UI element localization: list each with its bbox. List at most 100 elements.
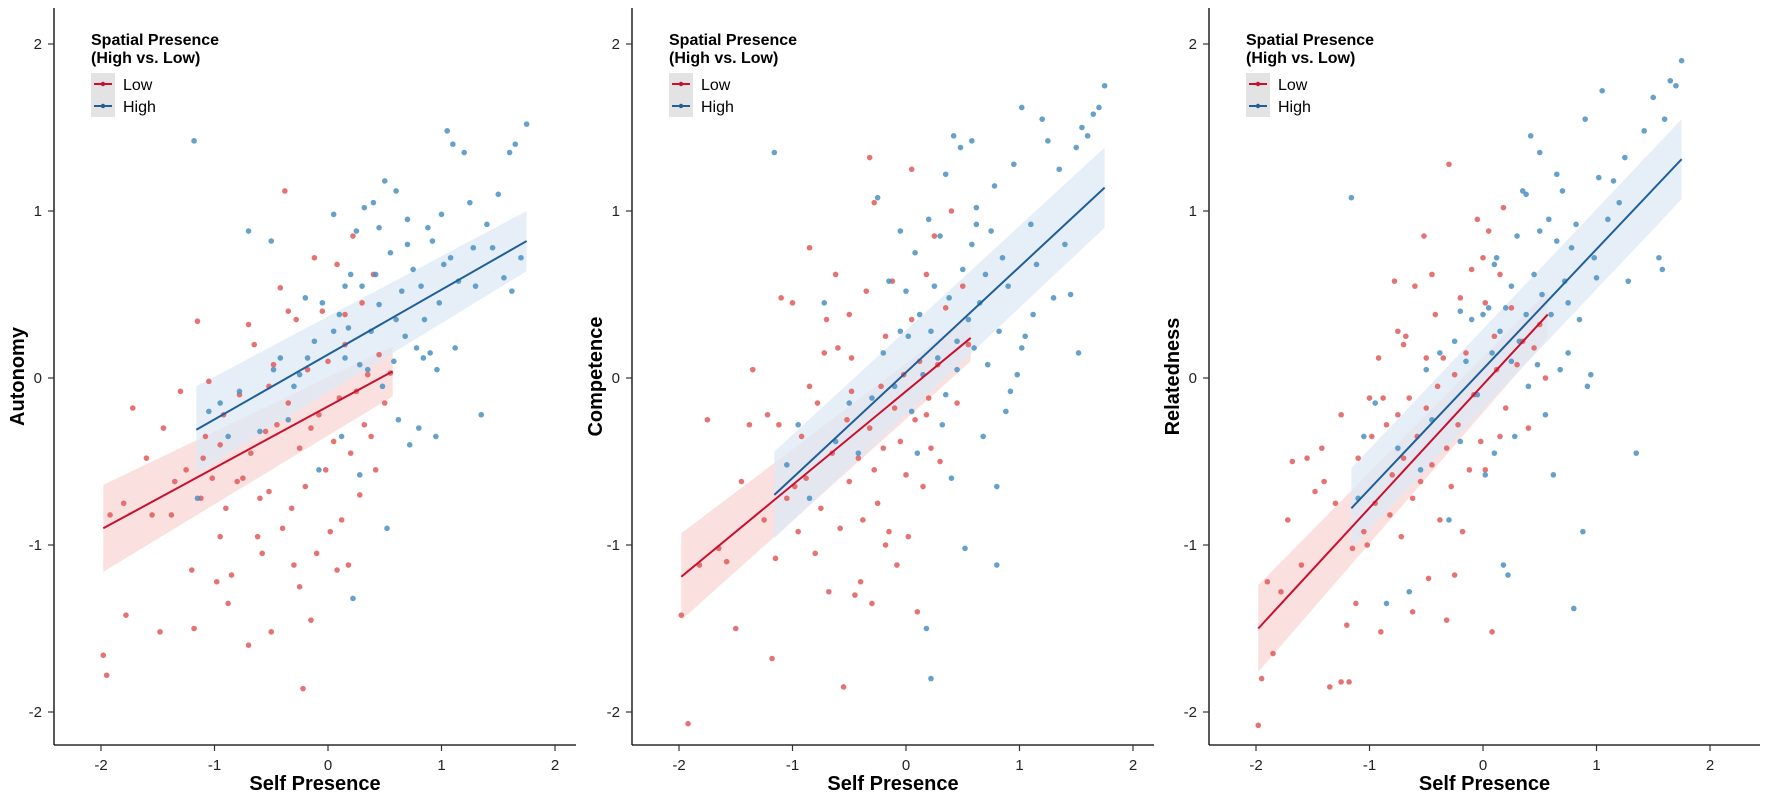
- data-point-high: [1505, 572, 1511, 578]
- x-axis-title: Self Presence: [827, 773, 958, 795]
- data-point-low: [1525, 425, 1532, 431]
- data-point-low: [285, 308, 292, 315]
- data-point-low: [1437, 517, 1443, 523]
- y-axis-title: Competence: [585, 316, 607, 436]
- y-tick-label: -2: [607, 704, 620, 721]
- data-point-high: [206, 408, 212, 415]
- data-point-low: [886, 528, 892, 535]
- data-point-high: [245, 228, 252, 234]
- data-point-low: [149, 512, 155, 518]
- data-point-high: [270, 366, 277, 373]
- x-tick-label: -2: [1249, 757, 1262, 774]
- data-point-high: [1673, 82, 1679, 89]
- data-point-high: [1534, 361, 1541, 368]
- data-point-high: [1090, 111, 1097, 117]
- data-point-low: [1366, 395, 1373, 401]
- data-point-low: [1412, 283, 1418, 289]
- data-point-low: [959, 283, 966, 289]
- data-point-high: [501, 275, 507, 281]
- data-point-low: [1451, 371, 1458, 378]
- data-point-high: [771, 149, 778, 156]
- data-point-high: [291, 383, 297, 390]
- data-point-high: [353, 228, 360, 234]
- data-point-high: [330, 211, 337, 218]
- y-axis-title: Autonomy: [7, 326, 29, 426]
- legend-key-dot-low: [100, 81, 106, 87]
- data-point-low: [846, 311, 853, 318]
- data-point-low: [732, 625, 739, 632]
- data-point-high: [1523, 311, 1529, 318]
- data-point-low: [1434, 383, 1441, 390]
- data-point-high: [1573, 221, 1579, 228]
- data-point-high: [285, 416, 292, 423]
- legend-title: Spatial Presence: [1246, 32, 1374, 49]
- data-point-high: [903, 288, 909, 294]
- data-point-high: [999, 254, 1006, 261]
- data-point-high: [434, 366, 440, 373]
- legend-subtitle: (High vs. Low): [1246, 50, 1355, 67]
- y-tick-label: 0: [1189, 370, 1197, 387]
- data-point-low: [100, 652, 107, 659]
- data-point-low: [319, 308, 326, 315]
- x-axis-title: Self Presence: [249, 773, 380, 795]
- data-point-high: [404, 216, 411, 223]
- data-point-high: [1650, 94, 1657, 101]
- data-point-high: [356, 472, 363, 478]
- data-point-low: [772, 555, 779, 562]
- data-point-low: [1443, 617, 1450, 623]
- data-point-high: [277, 355, 284, 361]
- data-point-high: [939, 421, 946, 428]
- data-point-low: [738, 478, 745, 485]
- data-point-low: [206, 378, 212, 385]
- data-point-high: [784, 462, 790, 468]
- data-point-low: [1304, 455, 1310, 461]
- data-point-high: [225, 433, 231, 440]
- data-point-low: [1463, 350, 1469, 356]
- data-point-high: [1661, 116, 1668, 122]
- data-point-high: [1457, 308, 1464, 315]
- data-point-low: [1387, 512, 1393, 518]
- data-point-low: [920, 483, 926, 490]
- panel-competence: -2 -1 0 1 2 -2 -1 0 1 2 Self Presence Competence Spa…: [585, 8, 1154, 795]
- data-point-high: [342, 283, 348, 289]
- data-point-high: [342, 355, 348, 361]
- data-point-low: [866, 425, 873, 431]
- data-point-low: [844, 416, 850, 423]
- data-point-low: [1497, 433, 1503, 440]
- data-point-high: [948, 475, 955, 482]
- data-point-high: [880, 350, 887, 356]
- data-point-high: [257, 428, 263, 435]
- data-point-high: [338, 433, 345, 440]
- data-point-low: [1353, 600, 1359, 607]
- data-point-high: [1548, 311, 1554, 318]
- data-point-high: [1500, 562, 1507, 568]
- data-point-low: [1378, 629, 1384, 635]
- data-point-low: [1482, 467, 1489, 473]
- data-point-low: [871, 199, 878, 206]
- data-point-high: [962, 545, 968, 552]
- data-point-high: [452, 345, 458, 351]
- data-point-high: [1553, 171, 1560, 178]
- data-point-high: [379, 383, 386, 390]
- data-point-low: [1398, 533, 1405, 540]
- data-point-high: [1018, 104, 1025, 111]
- legend-label-low: Low: [1278, 77, 1308, 94]
- data-point-low: [863, 288, 870, 294]
- data-point-low: [143, 455, 150, 461]
- data-point-high: [1489, 350, 1495, 356]
- data-point-low: [1502, 405, 1509, 411]
- data-point-low: [304, 366, 311, 373]
- data-point-low: [874, 500, 881, 507]
- legend-label-high: High: [1278, 99, 1311, 116]
- data-point-low: [764, 411, 771, 418]
- confidence-band-low: [103, 346, 393, 572]
- data-point-low: [268, 629, 275, 635]
- data-point-low: [1423, 355, 1430, 361]
- data-point-high: [350, 595, 356, 602]
- data-point-high: [1084, 133, 1091, 139]
- data-point-high: [316, 467, 322, 473]
- x-tick-label: -2: [94, 757, 107, 774]
- data-point-low: [928, 445, 934, 451]
- data-point-low: [213, 578, 220, 585]
